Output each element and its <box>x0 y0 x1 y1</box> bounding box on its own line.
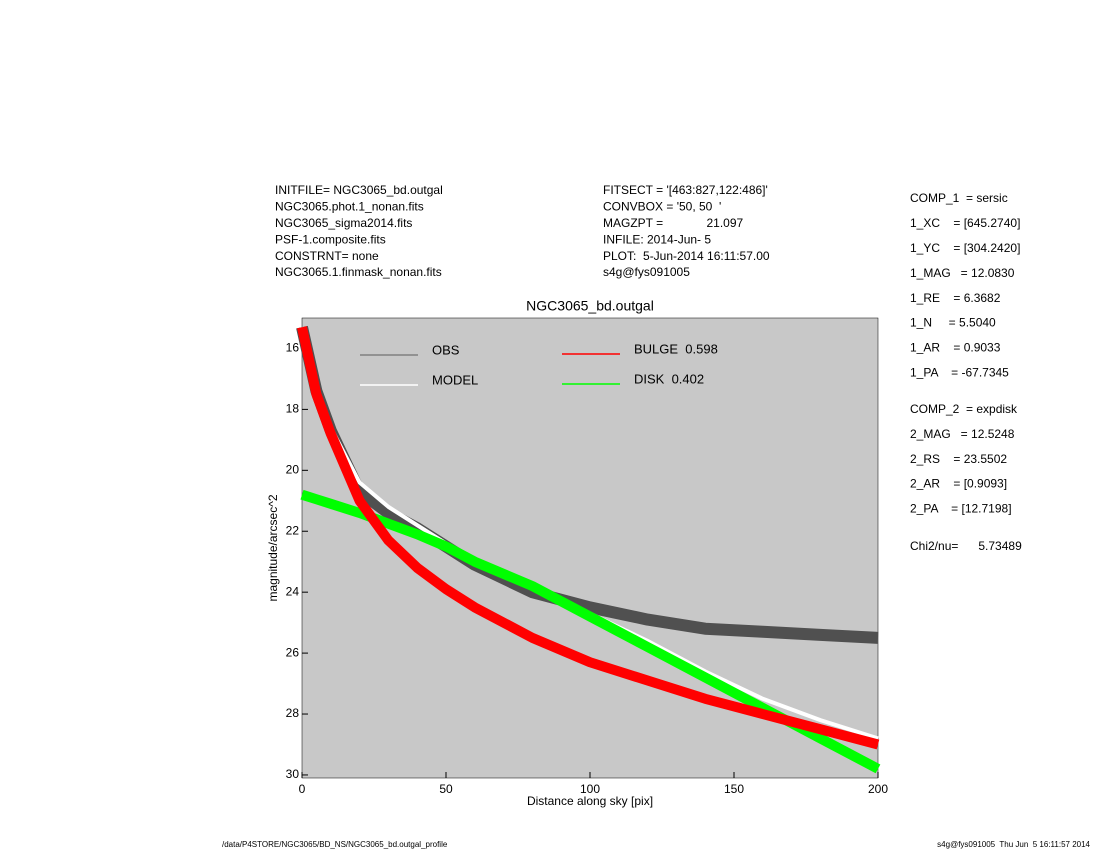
legend-label: OBS <box>432 342 460 357</box>
param: 2_PA = [12.7198] <box>910 501 1012 515</box>
x-tick-label: 150 <box>724 782 744 796</box>
y-tick-label: 22 <box>286 523 300 537</box>
legend-label: MODEL <box>432 372 478 387</box>
chart-title: NGC3065_bd.outgal <box>526 298 654 314</box>
y-tick-label: 26 <box>286 645 300 659</box>
header-line: NGC3065.1.finmask_nonan.fits <box>275 265 442 279</box>
param: 1_PA = -67.7345 <box>910 365 1009 379</box>
param: 1_YC = [304.2420] <box>910 241 1020 255</box>
y-tick-label: 18 <box>286 402 300 416</box>
header-line: NGC3065_sigma2014.fits <box>275 216 412 230</box>
footer-left: /data/P4STORE/NGC3065/BD_NS/NGC3065_bd.o… <box>222 840 448 849</box>
legend-label: DISK 0.402 <box>634 371 704 386</box>
series-line <box>297 326 880 750</box>
param: 1_XC = [645.2740] <box>910 216 1020 230</box>
legend-label: BULGE 0.598 <box>634 341 718 356</box>
header-line: NGC3065.phot.1_nonan.fits <box>275 200 424 214</box>
footer-right: s4g@fys091005 Thu Jun 5 16:11:57 2014 <box>937 840 1090 849</box>
param: 1_AR = 0.9033 <box>910 341 1001 355</box>
y-tick-label: 28 <box>286 706 300 720</box>
y-axis-label: magnitude/arcsec^2 <box>266 494 280 601</box>
x-tick-label: 100 <box>580 782 600 796</box>
chi2: Chi2/nu= 5.73489 <box>910 539 1022 553</box>
header-line: INFILE: 2014-Jun- 5 <box>603 232 711 246</box>
x-tick-label: 50 <box>439 782 453 796</box>
header-line: s4g@fys091005 <box>603 265 690 279</box>
header-line: INITFILE= NGC3065_bd.outgal <box>275 183 443 197</box>
header-line: MAGZPT = 21.097 <box>603 216 743 230</box>
param: 2_MAG = 12.5248 <box>910 427 1015 441</box>
y-tick-label: 20 <box>286 462 300 476</box>
header-line: FITSECT = '[463:827,122:486]' <box>603 183 768 197</box>
param: 2_AR = [0.9093] <box>910 477 1007 491</box>
param: COMP_2 = expdisk <box>910 402 1018 416</box>
x-axis-label: Distance along sky [pix] <box>527 794 653 808</box>
x-tick-label: 200 <box>868 782 888 796</box>
series-line <box>300 489 881 774</box>
param: 1_RE = 6.3682 <box>910 291 1001 305</box>
y-tick-label: 16 <box>286 341 300 355</box>
x-tick-label: 0 <box>299 782 306 796</box>
param: 1_MAG = 12.0830 <box>910 266 1015 280</box>
param: 2_RS = 23.5502 <box>910 452 1007 466</box>
header-line: CONSTRNT= none <box>275 249 379 263</box>
param: COMP_1 = sersic <box>910 191 1008 205</box>
y-tick-label: 24 <box>286 584 300 598</box>
header-line: PLOT: 5-Jun-2014 16:11:57.00 <box>603 249 770 263</box>
header-line: CONVBOX = '50, 50 ' <box>603 200 721 214</box>
y-tick-label: 30 <box>286 767 300 781</box>
param: 1_N = 5.5040 <box>910 316 996 330</box>
header-line: PSF-1.composite.fits <box>275 232 386 246</box>
